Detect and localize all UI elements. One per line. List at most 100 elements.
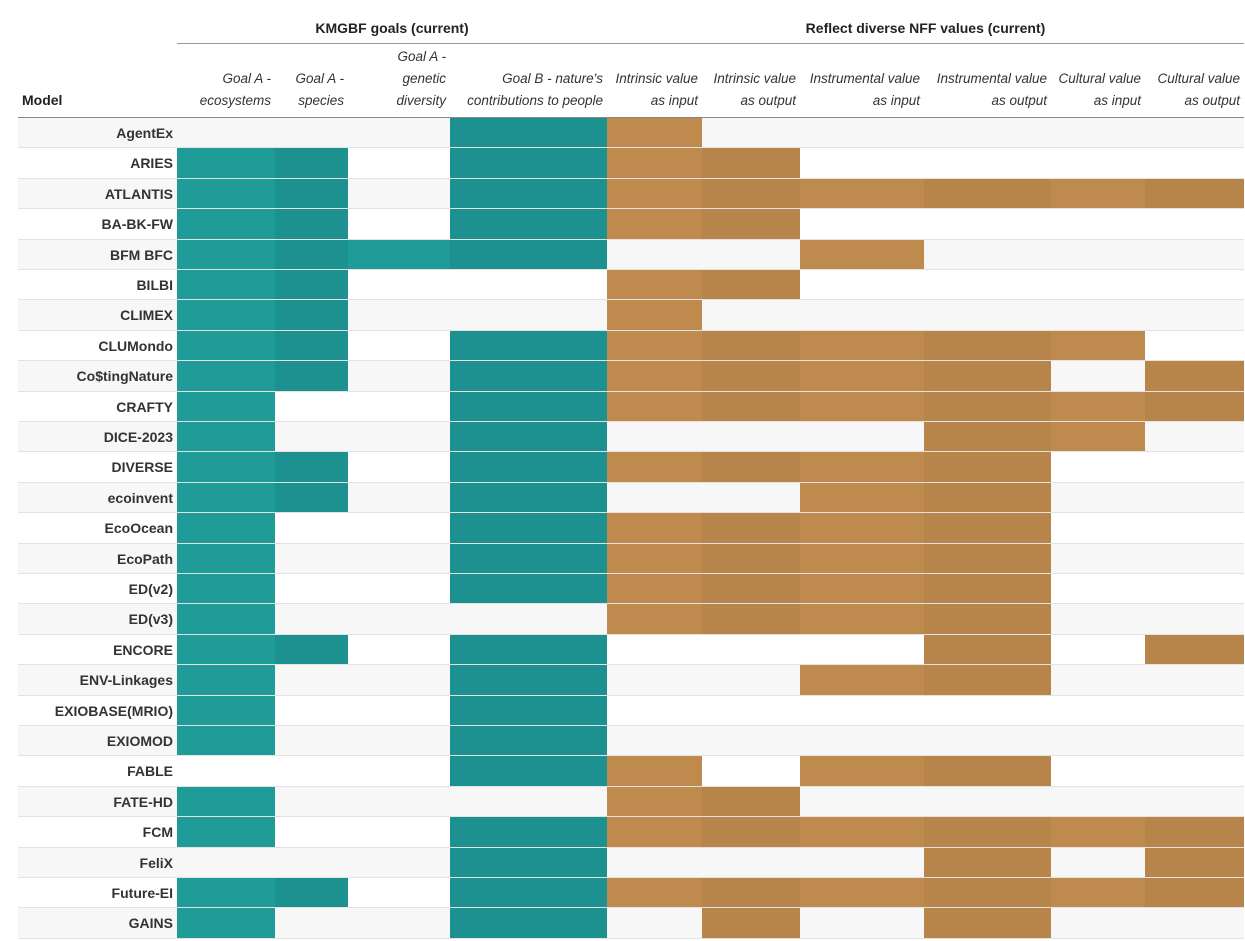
cell-goal-a-species [275, 361, 348, 391]
cell-instrumental-input [800, 239, 924, 269]
cell-instrumental-output [924, 391, 1051, 421]
cell-goal-b-ncp [450, 574, 607, 604]
cell-instrumental-output [924, 513, 1051, 543]
cell-goal-a-ecosystems [177, 513, 275, 543]
cell-goal-b-ncp [450, 118, 607, 148]
cell-cultural-output [1145, 391, 1244, 421]
cell-instrumental-output [924, 756, 1051, 786]
model-name: ATLANTIS [104, 185, 173, 202]
model-name: CLUMondo [98, 337, 173, 354]
cell-instrumental-input [800, 178, 924, 209]
cell-instrumental-output [924, 574, 1051, 604]
cell-cultural-input [1051, 391, 1145, 421]
column-header-goal-a-ecosystems: Goal A - ecosystems [199, 71, 271, 108]
cell-instrumental-input [800, 665, 924, 695]
cell-goal-b-ncp [450, 178, 607, 209]
cell-goal-b-ncp [450, 817, 607, 847]
cell-goal-b-ncp [450, 878, 607, 908]
cell-goal-a-ecosystems [177, 482, 275, 513]
cell-cultural-output [1145, 847, 1244, 877]
cell-instrumental-output [924, 422, 1051, 452]
cell-goal-b-ncp [450, 726, 607, 756]
model-name: EcoOcean [104, 520, 173, 537]
model-name: DICE-2023 [103, 429, 173, 445]
cell-instrumental-output [924, 665, 1051, 695]
cell-instrumental-output [924, 543, 1051, 573]
cell-intrinsic-output [702, 178, 800, 209]
cell-goal-a-genetic-diversity [348, 239, 450, 269]
cell-intrinsic-input [607, 178, 702, 209]
cell-goal-a-ecosystems [177, 209, 275, 239]
table-row: ARIES [18, 148, 1244, 179]
table-row: FATE-HD [18, 786, 1244, 818]
cell-goal-b-ncp [450, 756, 607, 786]
nff-group-header: Reflect diverse NFF values (current) [607, 18, 1244, 44]
model-name: ENV-Linkages [79, 672, 173, 689]
model-name: FATE-HD [113, 793, 173, 810]
header-divider [18, 117, 1244, 118]
cell-goal-a-species [275, 330, 348, 361]
table-row: BFM BFC [18, 239, 1244, 270]
table-row: Future-EI [18, 878, 1244, 909]
table-row: ENV-Linkages [18, 665, 1244, 696]
table-row: FABLE [18, 756, 1244, 787]
cell-goal-a-ecosystems [177, 452, 275, 482]
model-name: AgentEx [116, 125, 173, 141]
column-header-cultural-input: Cultural value as input [1058, 71, 1141, 108]
cell-intrinsic-output [702, 908, 800, 938]
cell-intrinsic-output [702, 330, 800, 361]
cell-instrumental-output [924, 452, 1051, 482]
cell-intrinsic-input [607, 391, 702, 421]
table-row: ED(v2) [18, 574, 1244, 605]
cell-intrinsic-input [607, 148, 702, 178]
cell-goal-a-species [275, 209, 348, 239]
cell-instrumental-input [800, 756, 924, 786]
model-name: ENCORE [113, 641, 173, 658]
cell-instrumental-output [924, 634, 1051, 665]
cell-cultural-output [1145, 878, 1244, 908]
cell-cultural-input [1051, 878, 1145, 908]
cell-instrumental-input [800, 482, 924, 513]
cell-instrumental-input [800, 543, 924, 573]
cell-intrinsic-input [607, 756, 702, 786]
model-name: FABLE [127, 763, 173, 780]
cell-intrinsic-input [607, 786, 702, 817]
cell-cultural-input [1051, 817, 1145, 847]
cell-goal-b-ncp [450, 695, 607, 725]
cell-intrinsic-input [607, 817, 702, 847]
cell-goal-a-ecosystems [177, 270, 275, 300]
model-column-header: Model [22, 92, 63, 108]
cell-instrumental-output [924, 482, 1051, 513]
cell-instrumental-input [800, 513, 924, 543]
cell-intrinsic-output [702, 543, 800, 573]
table-row: EXIOMOD [18, 726, 1244, 757]
cell-cultural-output [1145, 361, 1244, 391]
table-row: EXIOBASE(MRIO) [18, 695, 1244, 726]
cell-goal-a-ecosystems [177, 239, 275, 269]
model-name: EcoPath [116, 550, 173, 567]
table-row: CRAFTY [18, 391, 1244, 422]
model-name: ED(v3) [128, 611, 173, 628]
cell-cultural-output [1145, 634, 1244, 665]
cell-goal-a-ecosystems [177, 908, 275, 938]
cell-goal-a-species [275, 300, 348, 330]
cell-goal-a-species [275, 178, 348, 209]
cell-goal-b-ncp [450, 634, 607, 665]
column-header-goal-a-genetic-diversity: Goal A - genetic diversity [396, 49, 446, 108]
cell-goal-b-ncp [450, 665, 607, 695]
cell-intrinsic-output [702, 604, 800, 634]
cell-goal-a-species [275, 452, 348, 482]
cell-intrinsic-input [607, 361, 702, 391]
model-name: BA-BK-FW [101, 216, 173, 233]
cell-goal-a-species [275, 239, 348, 269]
table-row: BA-BK-FW [18, 209, 1244, 240]
cell-intrinsic-input [607, 543, 702, 573]
cell-intrinsic-input [607, 574, 702, 604]
cell-goal-a-ecosystems [177, 817, 275, 847]
column-header-intrinsic-input: Intrinsic value as input [615, 71, 698, 108]
cell-intrinsic-input [607, 270, 702, 300]
cell-intrinsic-output [702, 391, 800, 421]
model-name: ED(v2) [128, 581, 173, 597]
cell-instrumental-output [924, 878, 1051, 908]
table-row: DICE-2023 [18, 422, 1244, 453]
